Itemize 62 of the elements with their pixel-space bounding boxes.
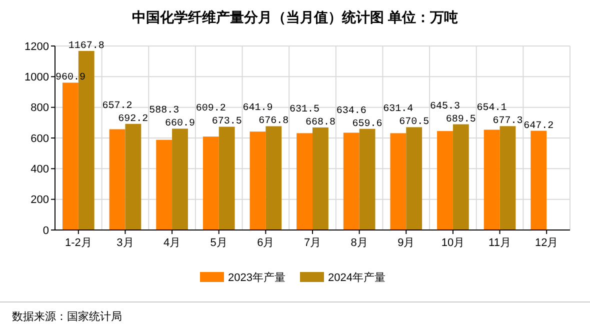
legend-label: 2024年产量 bbox=[328, 271, 386, 284]
data-label: 670.5 bbox=[399, 117, 430, 128]
bar bbox=[109, 129, 126, 230]
x-tick-label: 3月 bbox=[116, 237, 134, 249]
x-tick-label: 5月 bbox=[210, 237, 228, 249]
y-tick-label: 1000 bbox=[24, 72, 49, 84]
source-note: 数据来源：国家统计局 bbox=[12, 310, 122, 323]
data-label: 645.3 bbox=[430, 101, 460, 112]
x-tick-label: 9月 bbox=[398, 237, 415, 249]
y-tick-label: 800 bbox=[30, 102, 49, 114]
bar bbox=[500, 126, 516, 230]
data-label: 588.3 bbox=[149, 106, 180, 117]
data-label: 659.6 bbox=[352, 118, 382, 130]
data-label: 634.6 bbox=[336, 106, 366, 117]
data-label: 1167.8 bbox=[68, 40, 104, 52]
y-tick-label: 400 bbox=[30, 164, 49, 176]
data-label: 647.2 bbox=[524, 120, 554, 132]
bar bbox=[312, 127, 328, 230]
y-tick-label: 200 bbox=[30, 194, 49, 206]
data-label: 660.9 bbox=[164, 118, 196, 130]
data-label: 673.5 bbox=[212, 116, 242, 128]
x-tick-label: 8月 bbox=[350, 237, 368, 249]
bar bbox=[343, 132, 360, 230]
bar bbox=[266, 126, 282, 230]
data-label: 641.9 bbox=[242, 103, 273, 114]
data-label: 609.2 bbox=[196, 104, 226, 115]
data-label: 631.5 bbox=[290, 104, 320, 116]
bar bbox=[437, 131, 453, 230]
y-tick-label: 600 bbox=[30, 132, 49, 145]
data-label: 676.8 bbox=[258, 116, 289, 128]
data-label: 677.3 bbox=[492, 116, 523, 128]
bar bbox=[218, 126, 235, 230]
x-tick-label: 10月 bbox=[441, 237, 465, 249]
bar bbox=[452, 124, 469, 230]
bar bbox=[172, 128, 188, 230]
bar bbox=[125, 124, 142, 230]
bar bbox=[530, 130, 547, 230]
bar bbox=[250, 132, 266, 230]
bar bbox=[156, 140, 172, 230]
x-tick-label: 7月 bbox=[304, 237, 322, 249]
data-label: 692.2 bbox=[118, 114, 148, 125]
data-label: 668.8 bbox=[305, 117, 336, 128]
data-label: 657.2 bbox=[102, 100, 132, 112]
y-tick-label: 0 bbox=[42, 224, 49, 237]
bar bbox=[359, 128, 376, 230]
x-tick-label: 12月 bbox=[534, 237, 558, 249]
bar bbox=[484, 130, 500, 230]
x-tick-label: 11月 bbox=[488, 237, 511, 249]
y-tick-label: 1200 bbox=[24, 40, 49, 53]
bar bbox=[296, 133, 312, 230]
chart-title: 中国化学纤维产量分月（当月值）统计图 单位：万吨 bbox=[132, 9, 458, 25]
bar bbox=[62, 82, 78, 230]
legend-label: 2023年产量 bbox=[228, 271, 286, 284]
x-tick-label: 6月 bbox=[257, 237, 274, 249]
data-label: 631.4 bbox=[383, 104, 414, 116]
bar bbox=[202, 136, 219, 230]
x-tick-label: 1-2月 bbox=[64, 237, 92, 249]
x-tick-label: 4月 bbox=[163, 237, 181, 249]
bar bbox=[390, 133, 406, 230]
data-label: 654.1 bbox=[476, 103, 507, 114]
data-label: 689.5 bbox=[446, 114, 476, 126]
bar bbox=[406, 127, 422, 230]
